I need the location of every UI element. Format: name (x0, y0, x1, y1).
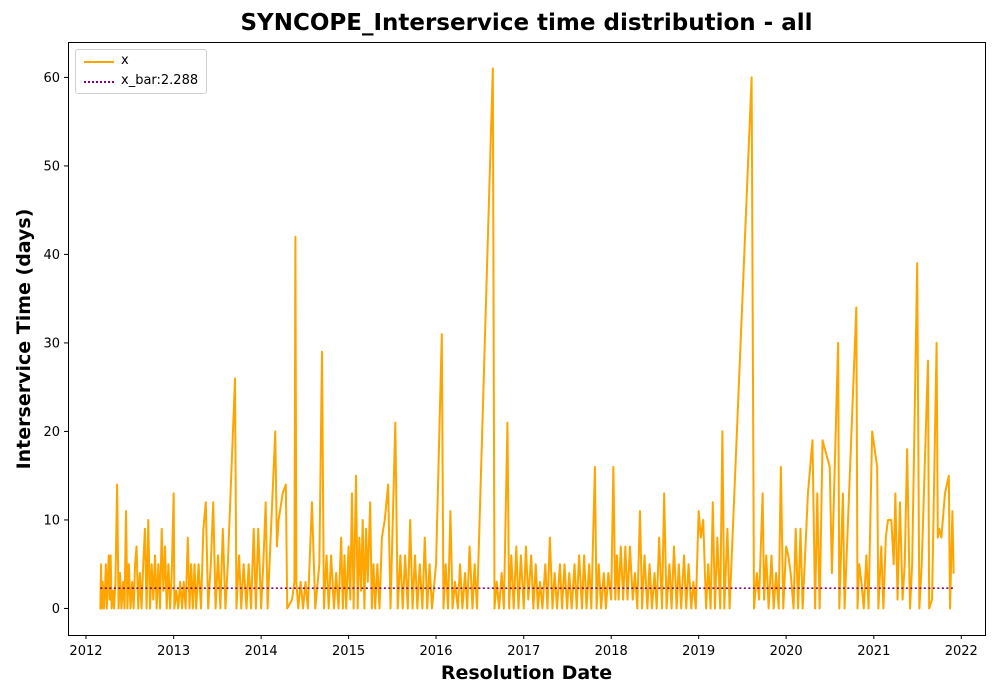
y-tick-label-10: 10 (43, 513, 60, 528)
x-axis-ticks: 2012 2013 2014 2015 2016 2017 2018 2019 2020 2021… (69, 635, 978, 659)
x-tick-label-2019: 2019 (682, 644, 715, 659)
legend-entry-x-bar: x_bar:2.288 (76, 72, 206, 92)
legend: x x_bar:2.288 (75, 49, 207, 94)
x-tick-label-2014: 2014 (245, 644, 278, 659)
x-tick-label-2020: 2020 (770, 644, 803, 659)
legend-label-x: x (121, 53, 129, 68)
y-tick-label-60: 60 (43, 71, 60, 86)
series-line-x (99, 67, 955, 610)
legend-swatch-x-bar (84, 81, 114, 83)
y-tick-label-0: 0 (52, 602, 60, 617)
y-axis-ticks: 0 10 20 30 40 50 60 (43, 71, 68, 617)
legend-entry-x: x (76, 52, 206, 72)
x-tick-label-2017: 2017 (507, 644, 540, 659)
x-tick-label-2022: 2022 (945, 644, 978, 659)
x-tick-label-2021: 2021 (857, 644, 890, 659)
axes-frame (68, 42, 986, 636)
x-tick-label-2016: 2016 (419, 644, 452, 659)
chart-title: SYNCOPE_Interservice time distribution -… (240, 10, 813, 36)
y-tick-label-40: 40 (43, 248, 60, 263)
x-axis-label: Resolution Date (440, 662, 613, 684)
x-tick-label-2012: 2012 (69, 644, 102, 659)
x-tick-label-2013: 2013 (157, 644, 190, 659)
legend-label-x-bar: x_bar:2.288 (121, 73, 199, 88)
series-layer (99, 67, 955, 610)
legend-swatch-x (84, 61, 114, 63)
y-tick-label-50: 50 (43, 159, 60, 174)
x-tick-label-2015: 2015 (332, 644, 365, 659)
x-tick-label-2018: 2018 (595, 644, 628, 659)
y-tick-label-20: 20 (43, 425, 60, 440)
y-tick-label-30: 30 (43, 336, 60, 351)
